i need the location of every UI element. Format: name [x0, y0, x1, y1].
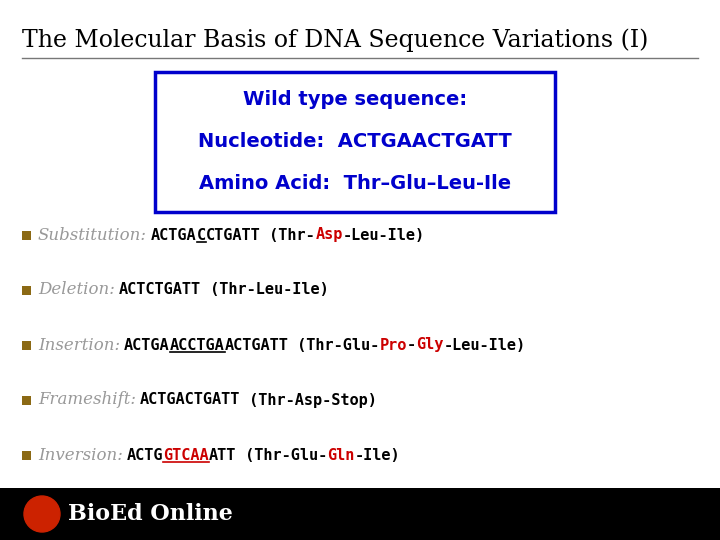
Text: Nucleotide:  ACTGAACTGATT: Nucleotide: ACTGAACTGATT [198, 132, 512, 151]
FancyBboxPatch shape [22, 341, 31, 349]
Text: Pro: Pro [379, 338, 407, 353]
Text: ACTGA: ACTGA [151, 227, 197, 242]
Text: Insertion:: Insertion: [38, 336, 120, 354]
Text: Wild type sequence:: Wild type sequence: [243, 90, 467, 109]
Text: GTCAA: GTCAA [163, 448, 209, 462]
Text: ATT: ATT [209, 448, 236, 462]
Text: (Thr-: (Thr- [261, 227, 315, 242]
Text: Deletion:: Deletion: [38, 281, 115, 299]
Text: The Molecular Basis of DNA Sequence Variations (I): The Molecular Basis of DNA Sequence Vari… [22, 28, 649, 51]
Text: ACTCTGATT: ACTCTGATT [119, 282, 201, 298]
Text: -: - [407, 338, 416, 353]
Text: ACTGA: ACTGA [124, 338, 170, 353]
Text: Frameshift:: Frameshift: [38, 392, 136, 408]
Text: -Leu-Ile): -Leu-Ile) [444, 338, 526, 353]
Text: CTGATT: CTGATT [206, 227, 261, 242]
FancyBboxPatch shape [22, 450, 31, 460]
Text: ACTGACTGATT: ACTGACTGATT [140, 393, 240, 408]
Text: -Leu-Ile): -Leu-Ile) [343, 227, 425, 242]
FancyBboxPatch shape [22, 286, 31, 294]
FancyBboxPatch shape [22, 231, 31, 240]
Circle shape [24, 496, 60, 532]
Text: Asp: Asp [315, 227, 343, 242]
Text: BioEd Online: BioEd Online [68, 503, 233, 525]
Text: (Thr-Leu-Ile): (Thr-Leu-Ile) [201, 282, 329, 298]
Text: Substitution:: Substitution: [38, 226, 147, 244]
Text: Gln: Gln [328, 448, 355, 462]
FancyBboxPatch shape [22, 395, 31, 404]
FancyBboxPatch shape [0, 488, 720, 540]
Text: Inversion:: Inversion: [38, 447, 123, 463]
Text: (Thr-Glu-: (Thr-Glu- [236, 448, 328, 462]
Text: (Thr-Glu-: (Thr-Glu- [289, 338, 379, 353]
Text: ACTG: ACTG [127, 448, 163, 462]
Text: Gly: Gly [416, 338, 444, 353]
Text: -Ile): -Ile) [355, 448, 400, 462]
FancyBboxPatch shape [155, 72, 555, 212]
Text: ACCTGA: ACCTGA [170, 338, 225, 353]
Text: (Thr-Asp-Stop): (Thr-Asp-Stop) [240, 393, 377, 408]
Text: C: C [197, 227, 206, 242]
Text: Amino Acid:  Thr–Glu–Leu-Ile: Amino Acid: Thr–Glu–Leu-Ile [199, 174, 511, 193]
Text: ACTGATT: ACTGATT [225, 338, 289, 353]
